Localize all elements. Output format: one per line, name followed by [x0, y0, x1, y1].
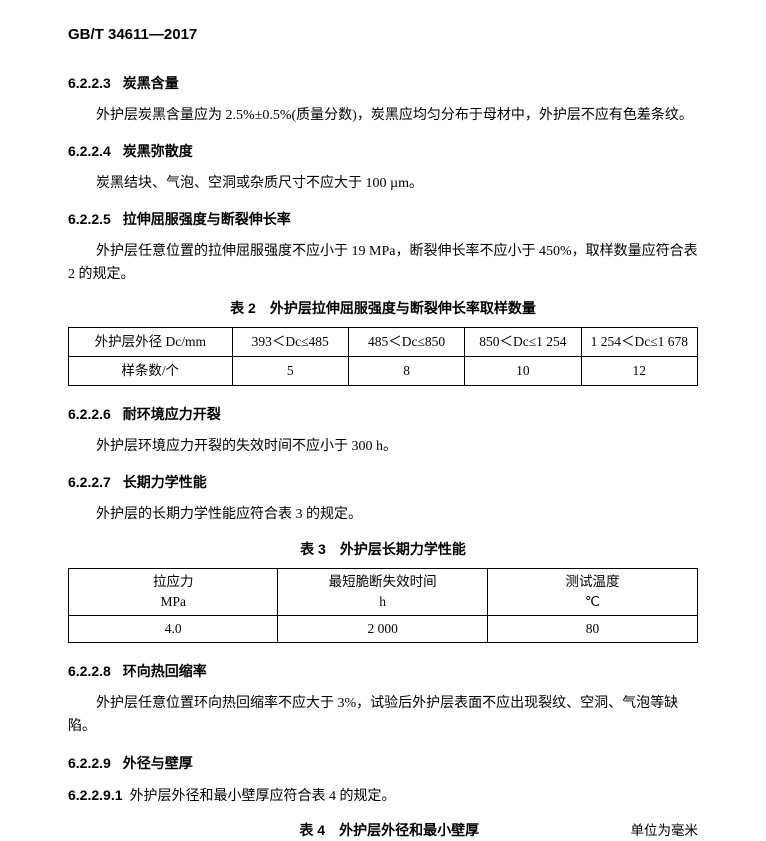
- heading-6-2-2-7: 6.2.2.7 长期力学性能: [68, 472, 698, 493]
- table4-caption: 表 4 外护层外径和最小壁厚: [148, 820, 631, 841]
- heading-6-2-2-9: 6.2.2.9 外径与壁厚: [68, 753, 698, 774]
- subheading-number: 6.2.2.9.1: [68, 787, 123, 803]
- paragraph: 外护层环境应力开裂的失效时间不应小于 300 h。: [68, 435, 698, 458]
- table2-col: 485＜Dc≤850: [348, 327, 464, 356]
- heading-title: 耐环境应力开裂: [123, 406, 221, 422]
- table3-unit: h: [278, 592, 487, 616]
- subheading-text: 外护层外径和最小壁厚应符合表 4 的规定。: [130, 789, 396, 804]
- heading-6-2-2-4: 6.2.2.4 炭黑弥散度: [68, 141, 698, 162]
- heading-title: 环向热回缩率: [123, 663, 207, 679]
- heading-title: 长期力学性能: [123, 474, 207, 490]
- paragraph: 外护层任意位置环向热回缩率不应大于 3%，试验后外护层表面不应出现裂纹、空洞、气…: [68, 692, 698, 738]
- heading-6-2-2-6: 6.2.2.6 耐环境应力开裂: [68, 404, 698, 425]
- heading-number: 6.2.2.6: [68, 404, 111, 425]
- document-number: GB/T 34611—2017: [68, 24, 698, 47]
- heading-6-2-2-5: 6.2.2.5 拉伸屈服强度与断裂伸长率: [68, 209, 698, 230]
- table2-col: 850＜Dc≤1 254: [465, 327, 581, 356]
- paragraph: 外护层任意位置的拉伸屈服强度不应小于 19 MPa，断裂伸长率不应小于 450%…: [68, 240, 698, 286]
- table2-row-label: 样条数/个: [69, 357, 233, 386]
- table3-val: 80: [487, 616, 697, 643]
- heading-number: 6.2.2.8: [68, 661, 111, 682]
- heading-number: 6.2.2.4: [68, 141, 111, 162]
- table3-val: 2 000: [278, 616, 487, 643]
- table2-caption: 表 2 外护层拉伸屈服强度与断裂伸长率取样数量: [68, 298, 698, 319]
- heading-6-2-2-3: 6.2.2.3 炭黑含量: [68, 73, 698, 94]
- paragraph: 外护层炭黑含量应为 2.5%±0.5%(质量分数)，炭黑应均匀分布于母材中，外护…: [68, 104, 698, 127]
- table3-unit: MPa: [69, 592, 278, 616]
- table2-val: 12: [581, 357, 697, 386]
- heading-title: 炭黑弥散度: [123, 143, 193, 159]
- heading-number: 6.2.2.5: [68, 209, 111, 230]
- table3-unit: ℃: [487, 592, 697, 616]
- paragraph: 6.2.2.9.1 外护层外径和最小壁厚应符合表 4 的规定。: [68, 784, 698, 808]
- table3-header: 最短脆断失效时间: [278, 568, 487, 592]
- heading-title: 炭黑含量: [123, 75, 179, 91]
- heading-number: 6.2.2.7: [68, 472, 111, 493]
- heading-number: 6.2.2.3: [68, 73, 111, 94]
- table2-header-label: 外护层外径 Dc/mm: [69, 327, 233, 356]
- table2-val: 10: [465, 357, 581, 386]
- table2-col: 1 254＜Dc≤1 678: [581, 327, 697, 356]
- table4-unit-text: 单位为毫米: [631, 821, 699, 841]
- heading-title: 拉伸屈服强度与断裂伸长率: [123, 211, 291, 227]
- table2-col: 393＜Dc≤485: [232, 327, 348, 356]
- table2: 外护层外径 Dc/mm 393＜Dc≤485 485＜Dc≤850 850＜Dc…: [68, 327, 698, 387]
- paragraph: 炭黑结块、气泡、空洞或杂质尺寸不应大于 100 µm。: [68, 172, 698, 195]
- table3-caption: 表 3 外护层长期力学性能: [68, 539, 698, 560]
- table2-val: 5: [232, 357, 348, 386]
- table3-val: 4.0: [69, 616, 278, 643]
- heading-number: 6.2.2.9: [68, 753, 111, 774]
- paragraph: 外护层的长期力学性能应符合表 3 的规定。: [68, 503, 698, 526]
- table2-val: 8: [348, 357, 464, 386]
- heading-6-2-2-8: 6.2.2.8 环向热回缩率: [68, 661, 698, 682]
- table3-header: 测试温度: [487, 568, 697, 592]
- heading-title: 外径与壁厚: [123, 755, 193, 771]
- table3: 拉应力 最短脆断失效时间 测试温度 MPa h ℃ 4.0 2 000 80: [68, 568, 698, 644]
- table3-header: 拉应力: [69, 568, 278, 592]
